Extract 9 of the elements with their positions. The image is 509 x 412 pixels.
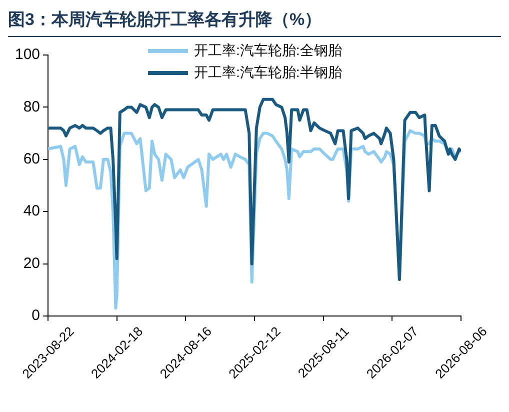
y-tick-label: 40 [23, 202, 40, 220]
y-tick-label: 60 [23, 150, 40, 168]
y-tick-label: 80 [23, 98, 40, 116]
legend-label: 开工率:汽车轮胎:全钢胎 [194, 42, 342, 60]
legend-label: 开工率:汽车轮胎:半钢胎 [194, 64, 342, 82]
chart-title: 图3：本周汽车轮胎开工率各有升降（%） [8, 8, 501, 37]
y-tick-label: 0 [32, 307, 40, 324]
y-tick-label: 20 [23, 254, 40, 272]
y-tick-label: 100 [14, 46, 40, 64]
